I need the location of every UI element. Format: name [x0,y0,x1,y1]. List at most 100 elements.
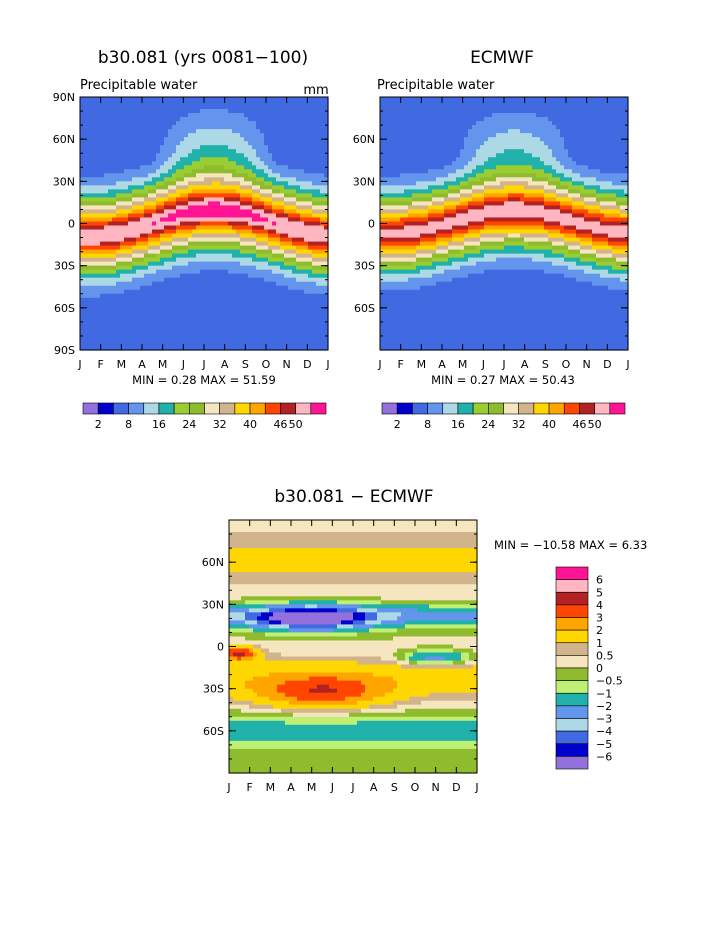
field-cell [204,250,209,255]
field-cell [168,165,173,170]
field-cell [96,250,101,255]
field-cell [180,258,185,263]
field-cell [204,201,209,206]
field-cell [200,193,205,198]
field-cell [240,177,245,182]
field-cell [136,161,141,166]
field-cell [132,306,137,311]
field-cell [184,238,189,243]
field-cell [160,221,165,226]
field-cell [244,334,249,339]
field-cell [116,334,121,339]
field-cell [292,165,297,170]
field-cell [224,282,229,287]
field-cell [168,125,173,130]
field-cell [172,113,177,118]
field-cell [256,234,261,239]
field-cell [544,141,549,146]
field-cell [136,322,141,327]
field-cell [284,197,289,202]
field-cell [600,149,605,154]
field-cell [148,278,153,283]
field-cell [92,294,97,299]
field-cell [580,109,585,114]
field-cell [608,105,613,110]
field-cell [88,217,93,222]
field-cell [304,145,309,150]
field-cell [224,302,229,307]
field-cell [80,270,85,275]
field-cell [408,157,413,162]
field-cell [296,109,301,114]
field-cell [320,121,325,126]
field-cell [160,169,165,174]
field-cell [104,181,109,186]
field-cell [140,310,145,315]
field-cell [124,310,129,315]
field-cell [252,137,257,142]
field-cell [120,230,125,235]
field-cell [320,153,325,158]
field-cell [396,101,401,106]
field-cell [604,109,609,114]
field-cell [212,137,217,142]
field-cell [284,330,289,335]
field-cell [112,294,117,299]
field-cell [568,117,573,122]
field-cell [124,217,129,222]
colorbar-swatch [159,403,174,414]
field-cell [120,242,125,247]
field-cell [284,161,289,166]
field-cell [160,298,165,303]
field-cell [288,221,293,226]
field-cell [200,314,205,319]
colorbar-label: 2 [95,418,102,431]
field-cell [284,173,289,178]
field-cell [172,133,177,138]
field-cell [280,302,285,307]
field-cell [448,101,453,106]
field-cell [516,121,521,126]
field-cell [172,177,177,182]
field-cell [404,153,409,158]
field-cell [128,274,133,279]
field-cell [244,234,249,239]
field-cell [316,262,321,267]
field-cell [272,101,277,106]
field-cell [472,109,477,114]
field-cell [264,149,269,154]
field-cell [212,205,217,210]
field-cell [196,290,201,295]
field-cell [152,262,157,267]
field-cell [216,266,221,271]
field-cell [208,193,213,198]
field-cell [312,109,317,114]
field-cell [112,242,117,247]
field-cell [580,113,585,118]
field-cell [116,226,121,231]
field-cell [264,129,269,134]
field-cell [192,113,197,118]
field-cell [248,201,253,206]
field-cell [100,217,105,222]
field-cell [264,137,269,142]
field-cell [500,149,505,154]
field-cell [244,290,249,295]
field-cell [316,242,321,247]
field-cell [136,153,141,158]
field-cell [272,230,277,235]
field-cell [104,101,109,106]
field-cell [136,298,141,303]
field-cell [564,113,569,118]
field-cell [216,342,221,347]
field-cell [128,113,133,118]
field-cell [196,278,201,283]
field-cell [108,177,113,182]
field-cell [268,290,273,295]
field-cell [232,266,237,271]
field-cell [428,145,433,150]
field-cell [512,113,517,118]
field-cell [296,322,301,327]
field-cell [208,282,213,287]
field-cell [600,125,605,130]
